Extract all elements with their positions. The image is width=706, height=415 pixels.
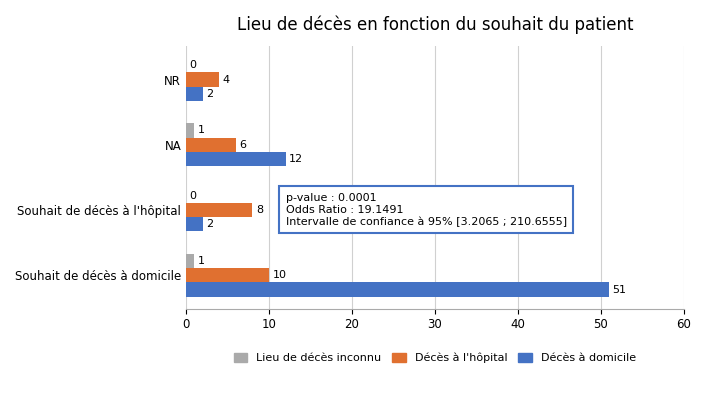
Text: 2: 2 bbox=[206, 89, 213, 99]
Text: 6: 6 bbox=[239, 140, 246, 150]
Text: 12: 12 bbox=[289, 154, 303, 164]
Bar bbox=[186, 73, 220, 87]
Bar bbox=[186, 217, 203, 232]
Text: 1: 1 bbox=[198, 125, 205, 135]
Bar bbox=[186, 87, 203, 101]
Bar bbox=[186, 203, 253, 217]
Bar bbox=[186, 268, 269, 282]
Text: p-value : 0.0001
Odds Ratio : 19.1491
Intervalle de confiance à 95% [3.2065 ; 21: p-value : 0.0001 Odds Ratio : 19.1491 In… bbox=[286, 193, 567, 227]
Text: 8: 8 bbox=[256, 205, 263, 215]
Bar bbox=[186, 123, 194, 138]
Bar bbox=[186, 282, 609, 297]
Text: 2: 2 bbox=[206, 219, 213, 229]
Text: 0: 0 bbox=[189, 60, 196, 70]
Bar bbox=[186, 254, 194, 268]
Text: 4: 4 bbox=[222, 75, 229, 85]
Text: 1: 1 bbox=[198, 256, 205, 266]
Bar bbox=[186, 152, 286, 166]
Text: 0: 0 bbox=[189, 190, 196, 200]
Legend: Lieu de décès inconnu, Décès à l'hôpital, Décès à domicile: Lieu de décès inconnu, Décès à l'hôpital… bbox=[229, 348, 640, 368]
Text: 51: 51 bbox=[612, 285, 626, 295]
Bar bbox=[186, 138, 236, 152]
Title: Lieu de décès en fonction du souhait du patient: Lieu de décès en fonction du souhait du … bbox=[237, 15, 633, 34]
Text: 10: 10 bbox=[273, 270, 287, 280]
